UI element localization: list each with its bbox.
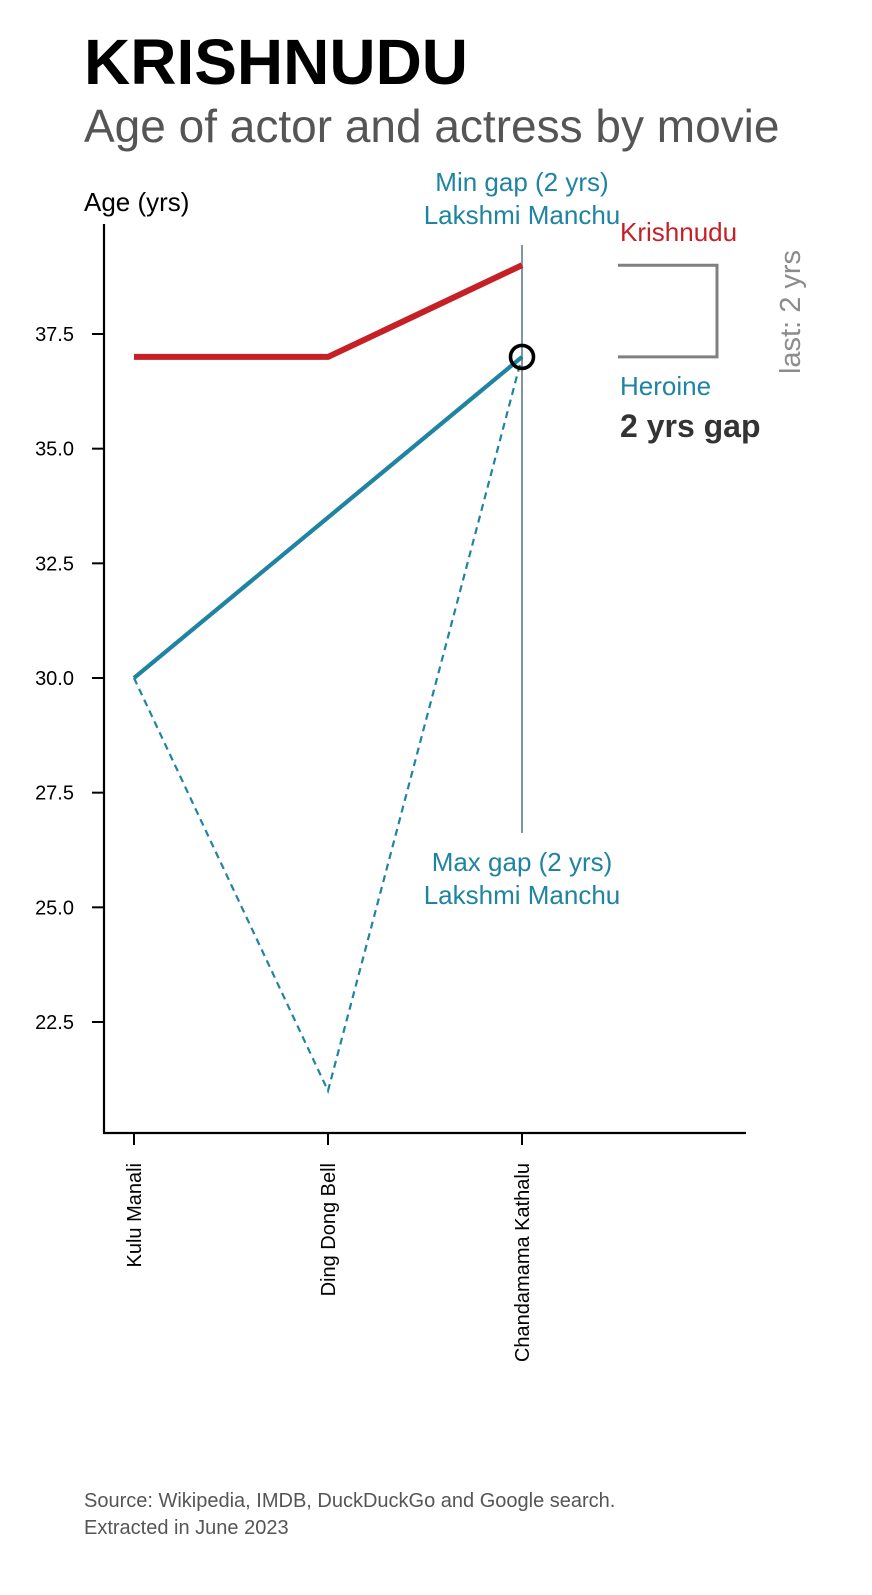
actor-age-line — [134, 262, 524, 360]
max-gap-name: Lakshmi Manchu — [424, 880, 621, 910]
y-tick-label: 35.0 — [35, 439, 74, 461]
source-line-1: Source: Wikipedia, IMDB, DuckDuckGo and … — [84, 1490, 615, 1512]
source-line-2: Extracted in June 2023 — [84, 1517, 289, 1539]
actor-series-label: Krishnudu — [620, 217, 737, 247]
heroine-age-line — [132, 355, 524, 680]
x-tick-label: Ding Dong Bell — [318, 1163, 340, 1296]
chart-title: KRISHNUDU — [84, 26, 468, 98]
min-gap-marker — [508, 343, 536, 371]
y-tick-label: 32.5 — [35, 553, 74, 575]
last-gap-bracket — [618, 263, 719, 359]
min-gap-label: Min gap (2 yrs) — [435, 167, 608, 197]
gap-callout: 2 yrs gap — [620, 408, 761, 444]
y-tick-label: 25.0 — [35, 897, 74, 919]
heroine-dashed-line — [133, 356, 524, 1095]
max-gap-label: Max gap (2 yrs) — [432, 847, 613, 877]
y-tick-label: 37.5 — [35, 324, 74, 346]
x-tick-label: Chandamama Kathalu — [512, 1163, 534, 1362]
y-tick-label: 22.5 — [35, 1012, 74, 1034]
y-axis-label: Age (yrs) — [84, 187, 189, 217]
x-tick-label: Kulu Manali — [124, 1163, 146, 1268]
heroine-series-label: Heroine — [620, 371, 711, 401]
plot-area — [132, 245, 536, 1095]
y-tick-label: 27.5 — [35, 783, 74, 805]
chart-subtitle: Age of actor and actress by movie — [84, 100, 779, 152]
axes: 22.5 25.0 27.5 30.0 32.5 35.0 37.5 Kulu Manali D… — [35, 224, 746, 1362]
min-gap-name: Lakshmi Manchu — [424, 200, 621, 230]
last-gap-label: last: 2 yrs — [775, 250, 807, 374]
y-tick-label: 30.0 — [35, 668, 74, 690]
